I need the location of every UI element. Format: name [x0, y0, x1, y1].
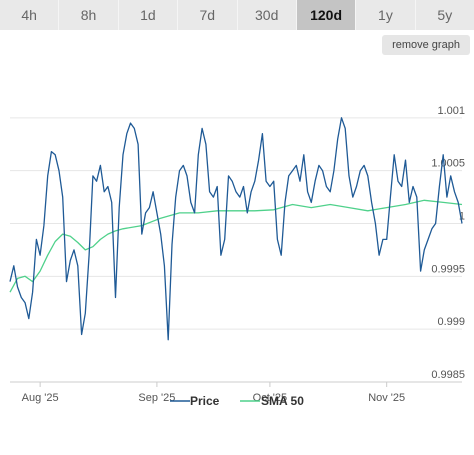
series-lines: [9, 117, 463, 341]
range-button-30d[interactable]: 30d: [237, 0, 297, 30]
range-button-1y[interactable]: 1y: [356, 0, 416, 30]
price-line: [9, 117, 463, 341]
range-button-1d[interactable]: 1d: [118, 0, 179, 30]
y-tick-label: 1.001: [437, 105, 465, 117]
remove-graph-button[interactable]: remove graph: [382, 35, 470, 55]
range-button-8h[interactable]: 8h: [59, 0, 119, 30]
range-button-4h[interactable]: 4h: [0, 0, 60, 30]
legend-sma-label[interactable]: SMA 50: [261, 394, 304, 408]
y-axis-ticks: 1.001 1.0005 1 0.9995 0.999 0.9985: [431, 105, 465, 381]
x-tick-label: Nov '25: [368, 392, 405, 404]
x-tick-label: Oct '25: [253, 392, 288, 404]
y-tick-label: 0.9995: [431, 263, 465, 275]
x-tick-label: Sep '25: [138, 392, 175, 404]
time-range-selector: 4h 8h 1d 7d 30d 120d 1y 5y: [0, 0, 474, 30]
range-button-5y[interactable]: 5y: [415, 0, 474, 30]
x-axis-ticks: Aug '25 Sep '25 Oct '25 Nov '25: [10, 381, 462, 404]
y-tick-label: 0.9985: [431, 369, 465, 381]
y-tick-label: 1: [459, 211, 465, 223]
legend: Price SMA 50: [170, 394, 304, 408]
x-tick-label: Aug '25: [22, 392, 59, 404]
y-tick-label: 1.0005: [431, 158, 465, 170]
range-button-7d[interactable]: 7d: [178, 0, 238, 30]
y-tick-label: 0.999: [437, 316, 465, 328]
legend-price-label[interactable]: Price: [190, 394, 220, 408]
range-button-120d[interactable]: 120d: [296, 0, 357, 30]
sma-50-line: [9, 199, 463, 293]
